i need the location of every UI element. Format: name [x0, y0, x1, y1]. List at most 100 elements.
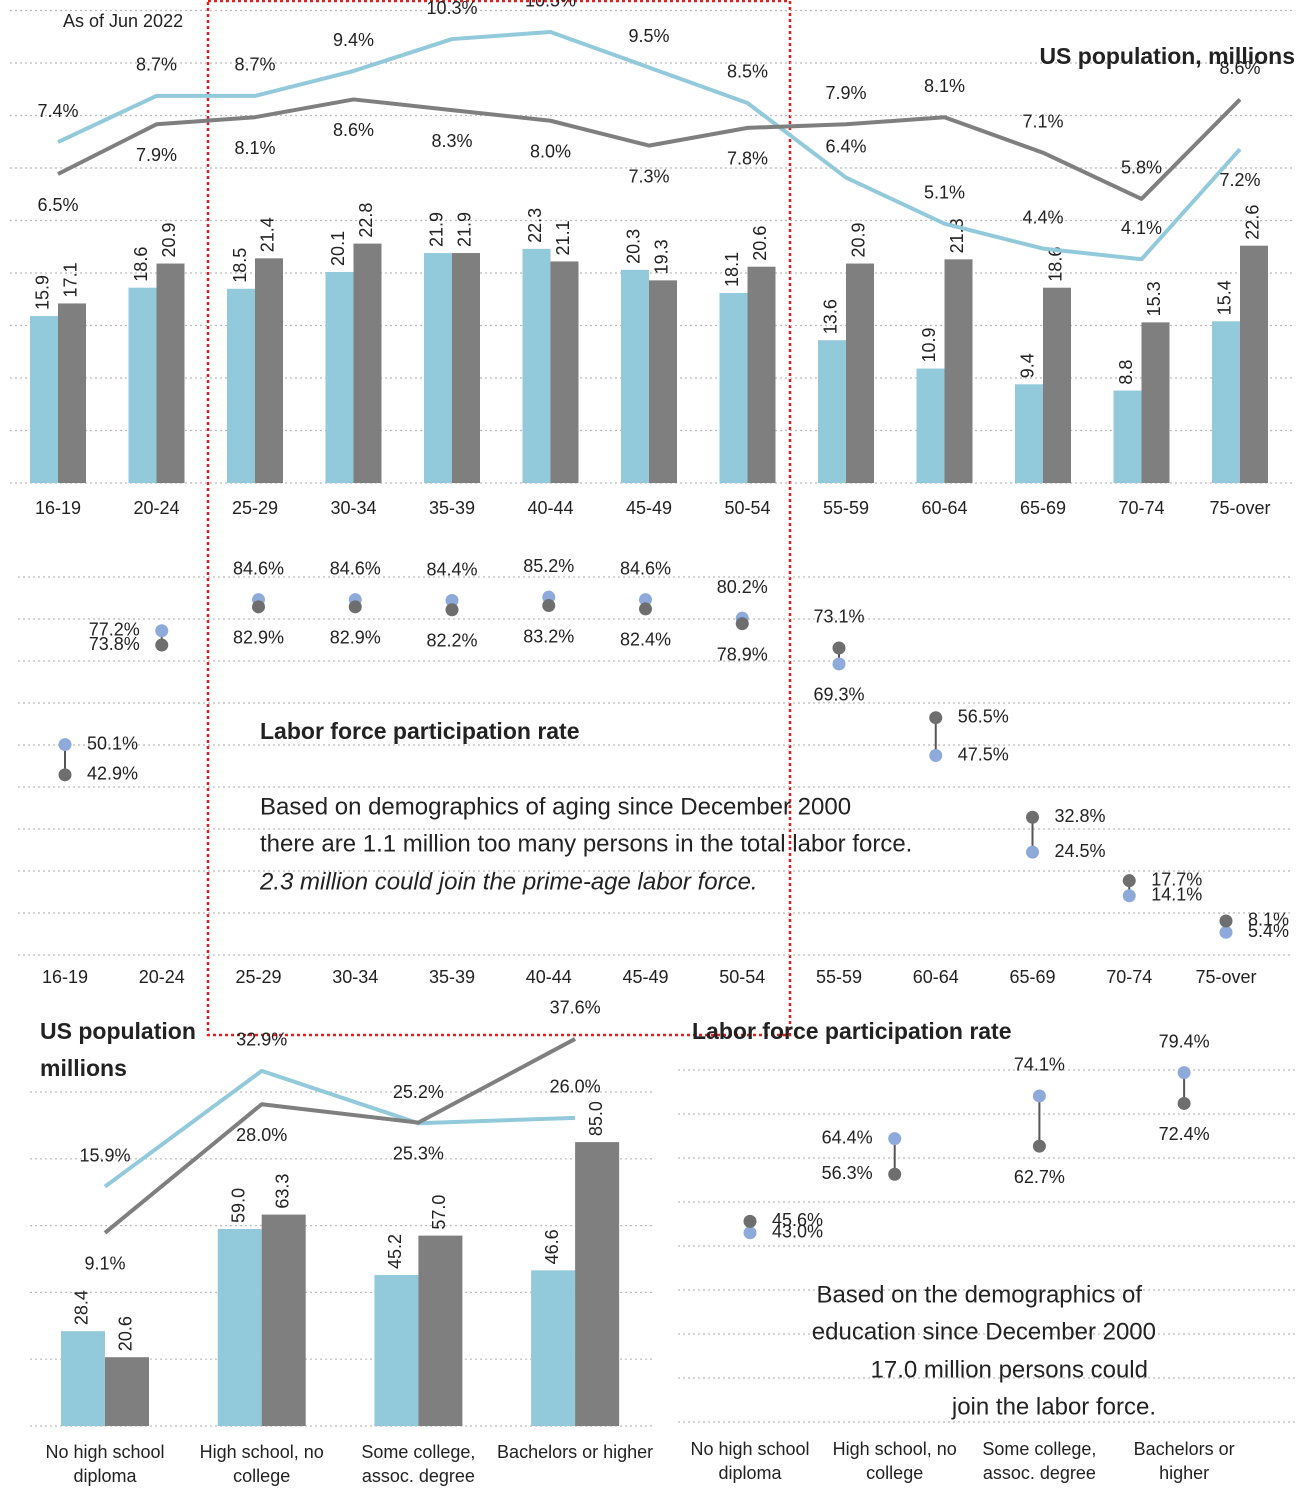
dot: [929, 749, 943, 762]
x-tick-label: 55-59: [823, 498, 869, 518]
dot-label: 69.3%: [813, 685, 864, 705]
bar-label: 20.9: [849, 223, 869, 258]
bar: [227, 288, 255, 483]
x-tick-label: 50-54: [719, 967, 765, 987]
x-tick-label: 35-39: [429, 967, 475, 987]
x-tick-label: No high school: [690, 1439, 809, 1459]
dot-label: 80.2%: [717, 577, 768, 597]
annotation: As of Jun 2022: [63, 11, 183, 31]
bar-label: 15.4: [1215, 280, 1235, 315]
bar: [325, 271, 354, 483]
bar-label: 20.1: [328, 231, 348, 266]
dot: [155, 624, 169, 638]
x-tick-label: 75-over: [1195, 967, 1256, 987]
dot-label: 73.1%: [813, 607, 864, 627]
bar: [217, 1228, 262, 1426]
dot-label: 82.2%: [426, 631, 477, 651]
bar-label: 18.6: [1046, 247, 1066, 282]
dot-label: 85.2%: [523, 556, 574, 576]
bar: [1141, 322, 1170, 483]
x-tick-label: 45-49: [626, 498, 672, 518]
dot-label: 84.6%: [620, 558, 671, 578]
line-label: 25.2%: [393, 1082, 444, 1102]
x-tick-label: 25-29: [235, 967, 281, 987]
line: [103, 1037, 577, 1235]
line-label: 8.5%: [727, 62, 768, 82]
dot-label: 62.7%: [1014, 1167, 1065, 1187]
x-tick-label: 70-74: [1118, 498, 1164, 518]
dot: [888, 1167, 902, 1181]
dot: [445, 603, 459, 617]
x-tick-label: 30-34: [332, 967, 378, 987]
dot: [252, 600, 265, 614]
line-label: 8.7%: [234, 55, 275, 75]
x-tick-label: High school, no: [200, 1442, 324, 1462]
x-tick-label: higher: [1159, 1463, 1209, 1483]
line-label: 10.3%: [426, 0, 477, 18]
x-tick-label: 70-74: [1106, 967, 1152, 987]
bar: [353, 243, 382, 483]
dot: [445, 594, 459, 608]
bar: [1212, 321, 1240, 483]
line-label: 37.6%: [550, 998, 601, 1018]
line-label: 4.1%: [1121, 218, 1162, 238]
chart-title: US population, millions: [1039, 43, 1295, 69]
line-label: 8.7%: [136, 55, 177, 75]
line-label: 7.4%: [37, 101, 78, 121]
line-label: 10.5%: [525, 0, 576, 11]
note: 2.3 million could join the prime-age lab…: [259, 868, 758, 895]
dot: [1219, 914, 1233, 928]
bar: [522, 248, 551, 483]
note: Based on the demographics of: [816, 1281, 1142, 1308]
note: Based on demographics of aging since Dec…: [260, 793, 851, 820]
line-label: 7.9%: [136, 145, 177, 165]
dot: [929, 711, 943, 725]
x-tick-label: Some college,: [361, 1442, 475, 1462]
x-tick-label: 65-69: [1009, 967, 1055, 987]
dot-label: 14.1%: [1151, 885, 1202, 905]
x-tick-label: college: [866, 1463, 923, 1483]
dot-label: 47.5%: [958, 744, 1009, 764]
bar: [649, 280, 677, 483]
note: there are 1.1 million too many persons i…: [260, 830, 912, 857]
x-tick-label: 40-44: [526, 967, 572, 987]
x-tick-label: 25-29: [232, 498, 278, 518]
bar-label: 20.6: [116, 1316, 136, 1351]
bar-label: 15.3: [1144, 281, 1164, 316]
x-tick-label: Some college,: [982, 1439, 1096, 1459]
dot-label: 73.8%: [89, 634, 140, 654]
line-label: 9.5%: [628, 26, 669, 46]
dot: [735, 617, 749, 631]
bar-label: 21.9: [427, 212, 447, 247]
line-label: 8.1%: [234, 138, 275, 158]
x-tick-label: 60-64: [921, 498, 967, 518]
bar: [621, 269, 649, 483]
dot: [888, 1132, 902, 1146]
bar: [156, 263, 185, 483]
highlight-box: [206, 0, 792, 1037]
bar: [531, 1270, 576, 1426]
line-label: 25.3%: [393, 1143, 444, 1163]
line-label: 9.1%: [84, 1254, 125, 1274]
bar-label: 20.3: [624, 229, 644, 264]
bar-label: 21.1: [553, 220, 573, 255]
x-tick-label: 45-49: [622, 967, 668, 987]
bar: [550, 261, 579, 483]
x-tick-label: college: [233, 1466, 290, 1486]
dot: [1122, 889, 1136, 903]
bar: [58, 303, 86, 483]
line-label: 5.8%: [1121, 158, 1162, 178]
note: join the labor force.: [951, 1393, 1156, 1420]
dot-label: 82.9%: [330, 628, 381, 648]
x-tick-label: No high school: [45, 1442, 164, 1462]
dot: [1026, 845, 1039, 859]
chart-title: Labor force participation rate: [260, 718, 580, 744]
x-tick-label: diploma: [73, 1466, 137, 1486]
x-tick-label: 75-over: [1209, 498, 1270, 518]
line: [57, 29, 1242, 262]
dot-label: 56.5%: [958, 706, 1009, 726]
bar-label: 18.5: [230, 248, 250, 283]
bar: [747, 266, 776, 483]
bar: [30, 316, 58, 483]
